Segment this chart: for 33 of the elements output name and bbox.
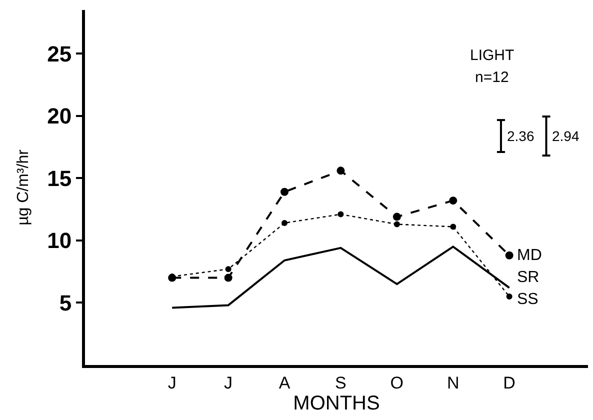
- point: [224, 274, 232, 282]
- x-tick-label: J: [168, 373, 176, 392]
- x-tick-label: D: [503, 373, 516, 392]
- y-tick-label: 25: [47, 41, 72, 66]
- point: [449, 196, 458, 205]
- x-tick-label: J: [224, 373, 233, 392]
- x-axis-title: MONTHS: [293, 392, 380, 414]
- point: [282, 220, 288, 226]
- annotation: n=12: [475, 69, 509, 86]
- point: [506, 293, 512, 300]
- point: [394, 221, 400, 228]
- y-tick-label: 15: [47, 166, 72, 191]
- y-tick-label: 10: [47, 228, 72, 254]
- point: [338, 211, 344, 218]
- y-tick-label: 5: [59, 290, 72, 316]
- point: [392, 212, 401, 221]
- point: [280, 188, 289, 196]
- text: 2.94: [552, 128, 580, 144]
- x-tick-label: A: [278, 373, 291, 392]
- point: [336, 166, 345, 175]
- x-tick-label: O: [390, 373, 404, 392]
- point: [225, 266, 232, 272]
- y-axis-title: µg C/m³/hr: [15, 148, 32, 226]
- y-tick-label: 20: [47, 104, 72, 129]
- point: [450, 224, 456, 230]
- x-tick-label: S: [335, 373, 346, 392]
- series-label: SR: [517, 269, 540, 286]
- annotation: LIGHT: [470, 47, 514, 64]
- point: [505, 251, 514, 260]
- x-tick-label: N: [446, 373, 460, 392]
- series-label: MD: [517, 247, 542, 264]
- annotation: 2.36: [507, 128, 534, 144]
- series-label: SS: [517, 291, 538, 308]
